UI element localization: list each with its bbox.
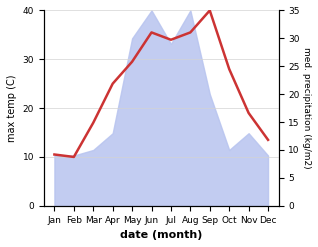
Y-axis label: med. precipitation (kg/m2): med. precipitation (kg/m2) — [302, 47, 311, 169]
X-axis label: date (month): date (month) — [120, 230, 203, 240]
Y-axis label: max temp (C): max temp (C) — [7, 74, 17, 142]
